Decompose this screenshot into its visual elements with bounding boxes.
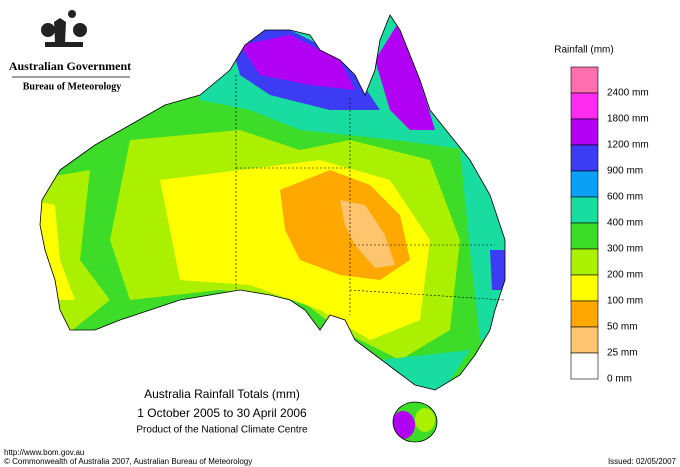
legend-swatch [570,274,599,302]
legend-label: 2400 mm [607,88,649,99]
crest [41,10,87,47]
government-name: Australian Government [9,59,131,73]
state-borders [235,75,506,315]
legend-label: 1200 mm [607,140,649,151]
map-credit: Product of the National Climate Centre [136,425,308,436]
legend-swatch [570,300,599,328]
map-body [40,15,505,442]
bureau-name: Bureau of Meteorology [23,81,122,92]
legend-label: 1800 mm [607,114,649,125]
legend-swatch [570,118,599,146]
legend-label: 900 mm [607,166,643,177]
legend-swatch [570,144,599,172]
footer-copyright: © Commonwealth of Australia 2007, Austra… [4,457,252,466]
legend-swatch [570,170,599,198]
map-title: Australia Rainfall Totals (mm) [144,387,300,401]
legend-label: 600 mm [607,192,643,203]
legend-swatch [570,248,599,276]
legend-label: 400 mm [607,218,643,229]
legend-swatch [570,66,599,94]
footer-issued: Issued: 02/05/2007 [608,457,677,466]
legend-swatch [570,196,599,224]
legend-label: 100 mm [607,296,643,307]
legend-label: 0 mm [607,374,632,385]
legend-swatch [570,352,599,380]
legend-swatch [570,222,599,250]
legend: 2400 mm 1800 mm 1200 mm 900 mm 600 mm 400 mm 3… [570,66,649,385]
legend-label: 25 mm [607,348,638,359]
legend-swatch [570,92,599,120]
coastline [39,14,506,443]
legend-title: Rainfall (mm) [554,45,613,56]
legend-label: 300 mm [607,244,643,255]
legend-label: 200 mm [607,270,643,281]
legend-label: 50 mm [607,322,638,333]
map-period: 1 October 2005 to 30 April 2006 [137,406,307,420]
legend-swatch [570,326,599,354]
footer-url: http://www.bom.gov.au [4,448,84,457]
